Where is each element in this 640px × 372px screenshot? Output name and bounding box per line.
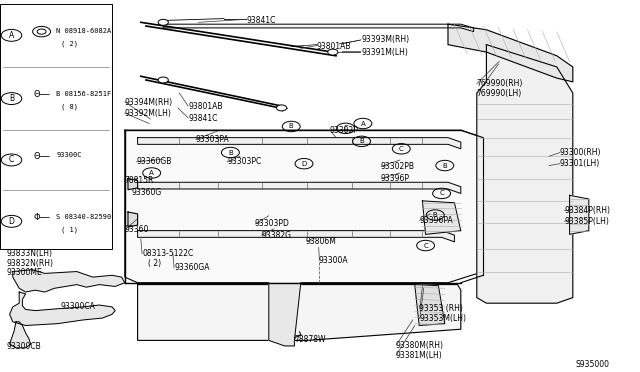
- Text: 93303PD: 93303PD: [255, 219, 289, 228]
- Text: 93384P(RH): 93384P(RH): [564, 206, 611, 215]
- Text: B: B: [433, 212, 438, 218]
- Polygon shape: [448, 24, 573, 82]
- Text: B: B: [289, 124, 294, 129]
- Text: 93396PA: 93396PA: [419, 216, 453, 225]
- Circle shape: [328, 49, 338, 55]
- Text: D: D: [8, 217, 15, 226]
- Text: 93300ME: 93300ME: [6, 268, 42, 277]
- Text: 93300C: 93300C: [56, 153, 82, 158]
- Text: 93360GA: 93360GA: [174, 263, 209, 272]
- Text: 93396P: 93396P: [381, 174, 410, 183]
- Polygon shape: [138, 182, 461, 193]
- Text: D: D: [301, 161, 307, 167]
- Text: ( 2): ( 2): [61, 40, 78, 47]
- Text: 93393M(RH): 93393M(RH): [362, 35, 410, 44]
- Text: 93301(LH): 93301(LH): [560, 159, 600, 168]
- Polygon shape: [125, 130, 483, 283]
- Text: 93385P(LH): 93385P(LH): [564, 217, 609, 226]
- Text: C: C: [9, 155, 14, 164]
- Text: 93360G: 93360G: [131, 188, 161, 197]
- Text: 78878W: 78878W: [294, 335, 326, 344]
- Text: 93841C: 93841C: [189, 114, 218, 123]
- Text: 93380M(RH): 93380M(RH): [396, 341, 444, 350]
- Polygon shape: [163, 24, 474, 32]
- Text: 93303PA: 93303PA: [195, 135, 229, 144]
- Polygon shape: [10, 292, 115, 326]
- Text: 93300CA: 93300CA: [61, 302, 95, 311]
- Text: 93360: 93360: [125, 225, 149, 234]
- Text: 93394M(RH): 93394M(RH): [125, 98, 173, 107]
- Text: B: B: [442, 163, 447, 169]
- Text: 93832N(RH): 93832N(RH): [6, 259, 53, 268]
- Text: 93391M(LH): 93391M(LH): [362, 48, 408, 57]
- Text: S935000: S935000: [576, 360, 610, 369]
- Text: 769990(RH): 769990(RH): [477, 79, 523, 88]
- Text: 08313-5122C: 08313-5122C: [142, 249, 193, 258]
- Text: 93360GB: 93360GB: [136, 157, 172, 166]
- Text: 93382G: 93382G: [261, 231, 291, 240]
- Polygon shape: [138, 138, 461, 149]
- Text: 93353 (RH): 93353 (RH): [419, 304, 463, 313]
- Text: B: B: [228, 150, 233, 155]
- Text: C: C: [399, 146, 404, 152]
- Text: 93303PC: 93303PC: [227, 157, 262, 166]
- Circle shape: [158, 77, 168, 83]
- Polygon shape: [128, 179, 138, 190]
- Text: 769990(LH): 769990(LH): [477, 89, 522, 98]
- Text: 93381M(LH): 93381M(LH): [396, 351, 442, 360]
- Text: C: C: [343, 125, 348, 131]
- Polygon shape: [128, 212, 138, 227]
- Text: ( 8): ( 8): [61, 103, 78, 110]
- Text: A: A: [9, 31, 14, 40]
- Circle shape: [158, 19, 168, 25]
- Polygon shape: [422, 201, 461, 234]
- Circle shape: [276, 105, 287, 111]
- Text: 93801AB: 93801AB: [317, 42, 351, 51]
- Text: N 08918-6082A: N 08918-6082A: [56, 28, 111, 34]
- Polygon shape: [415, 285, 445, 326]
- Text: 93302PB: 93302PB: [381, 162, 415, 171]
- Polygon shape: [138, 285, 461, 340]
- Text: C: C: [439, 190, 444, 196]
- Text: 78815R: 78815R: [124, 176, 154, 185]
- Text: 93300CB: 93300CB: [6, 342, 41, 351]
- Text: 93392M(LH): 93392M(LH): [125, 109, 172, 118]
- Text: 93801AB: 93801AB: [189, 102, 223, 110]
- Text: 93833N(LH): 93833N(LH): [6, 249, 52, 258]
- Text: S 08340-82590: S 08340-82590: [56, 214, 111, 220]
- Text: B: B: [359, 138, 364, 144]
- Polygon shape: [10, 322, 31, 348]
- Text: Θ──: Θ──: [33, 90, 50, 99]
- Polygon shape: [570, 195, 589, 234]
- Polygon shape: [269, 283, 301, 346]
- Text: B: B: [9, 94, 14, 103]
- Text: A: A: [149, 170, 154, 176]
- Text: C: C: [423, 243, 428, 248]
- Polygon shape: [138, 231, 454, 242]
- Text: 93353M(LH): 93353M(LH): [419, 314, 466, 323]
- Text: 93300(RH): 93300(RH): [560, 148, 602, 157]
- Text: B 08156-8251F: B 08156-8251F: [56, 91, 111, 97]
- FancyBboxPatch shape: [0, 4, 112, 249]
- Text: 93302P: 93302P: [330, 126, 358, 135]
- Text: ( 1): ( 1): [61, 226, 78, 233]
- Text: 93300A: 93300A: [319, 256, 348, 265]
- Text: Φ──: Φ──: [33, 213, 50, 222]
- Polygon shape: [477, 45, 573, 303]
- Polygon shape: [13, 270, 125, 292]
- Text: 93841C: 93841C: [246, 16, 276, 25]
- Text: Θ──: Θ──: [33, 152, 50, 161]
- Text: ( 2): ( 2): [148, 259, 162, 268]
- Text: 93806M: 93806M: [306, 237, 337, 246]
- Text: A: A: [360, 121, 365, 126]
